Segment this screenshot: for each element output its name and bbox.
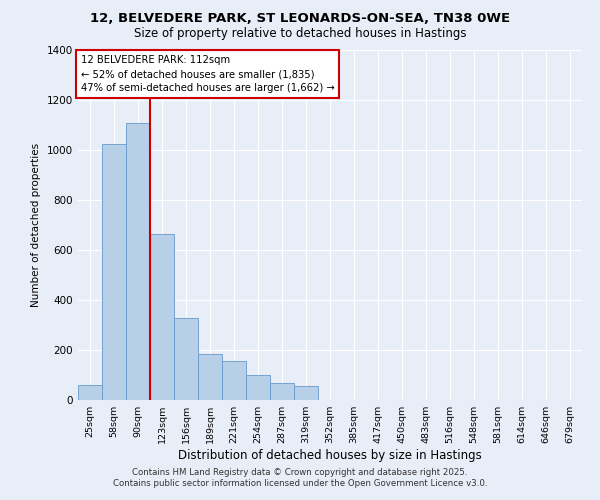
Bar: [102, 144, 126, 400]
X-axis label: Distribution of detached houses by size in Hastings: Distribution of detached houses by size …: [178, 449, 482, 462]
Text: 12 BELVEDERE PARK: 112sqm
← 52% of detached houses are smaller (1,835)
47% of se: 12 BELVEDERE PARK: 112sqm ← 52% of detac…: [80, 56, 334, 94]
Bar: [294, 386, 318, 400]
Text: 12, BELVEDERE PARK, ST LEONARDS-ON-SEA, TN38 0WE: 12, BELVEDERE PARK, ST LEONARDS-ON-SEA, …: [90, 12, 510, 26]
Bar: [222, 361, 246, 400]
Bar: [198, 354, 222, 400]
Bar: [270, 383, 294, 400]
Bar: [174, 318, 198, 400]
Bar: [126, 122, 150, 400]
Bar: [246, 375, 270, 400]
Bar: [78, 384, 102, 400]
Y-axis label: Number of detached properties: Number of detached properties: [31, 143, 41, 307]
Bar: [150, 234, 174, 400]
Text: Contains HM Land Registry data © Crown copyright and database right 2025.
Contai: Contains HM Land Registry data © Crown c…: [113, 468, 487, 487]
Text: Size of property relative to detached houses in Hastings: Size of property relative to detached ho…: [134, 28, 466, 40]
